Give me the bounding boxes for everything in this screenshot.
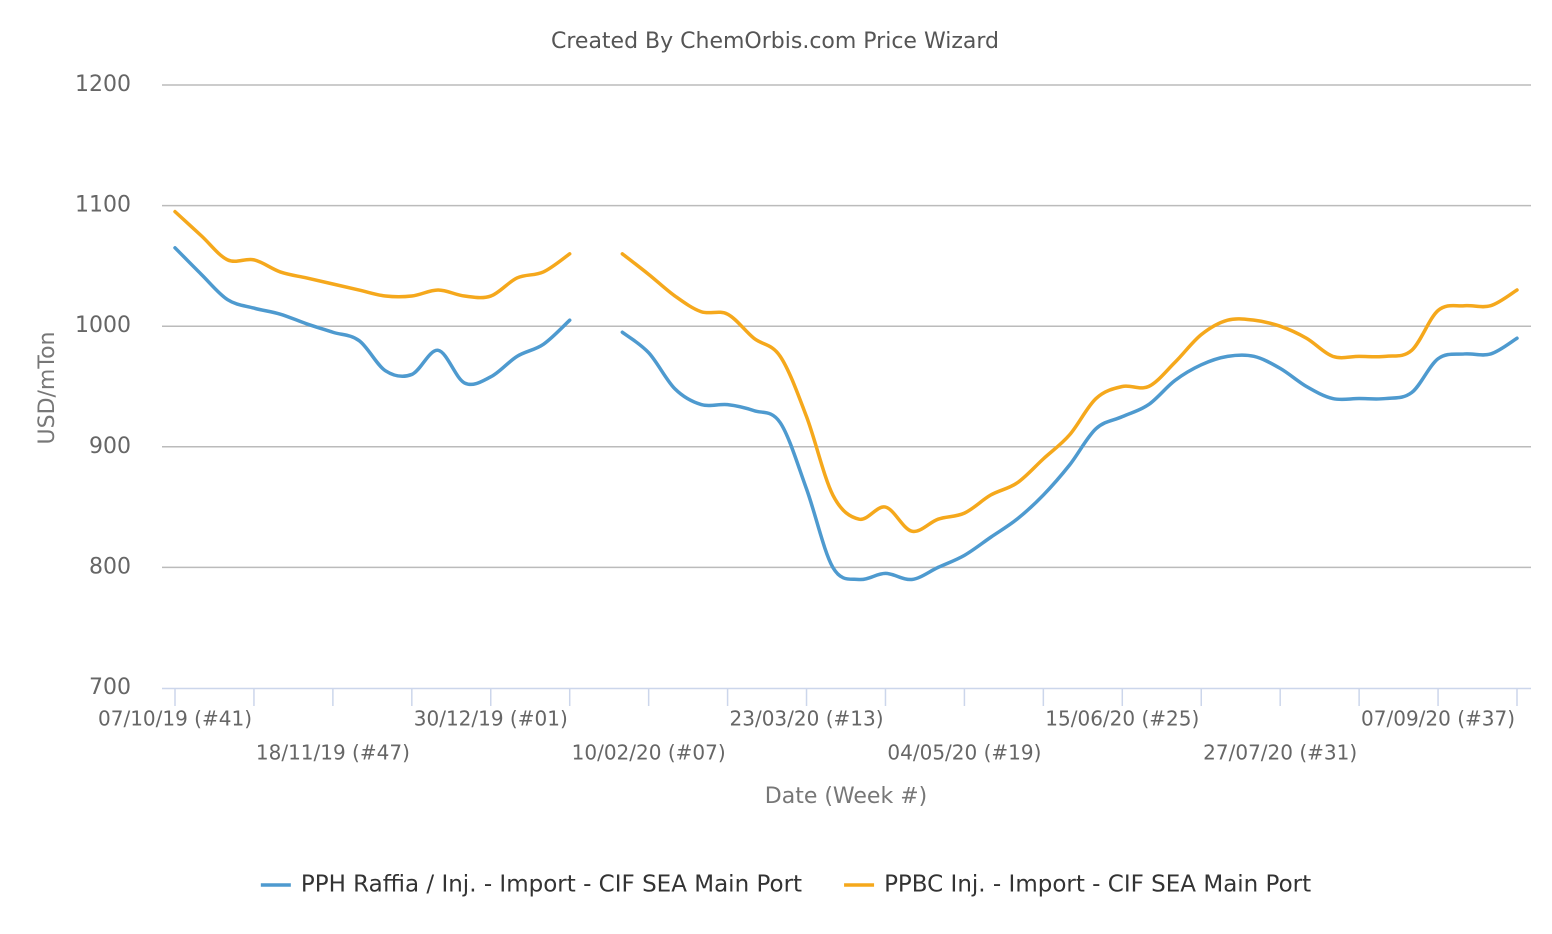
series-line [173, 209, 1519, 534]
y-tick-label: 1200 [75, 72, 131, 97]
x-tick-label: 10/02/20 (#07) [572, 741, 726, 765]
x-tick-label: 07/09/20 (#37) [1361, 707, 1515, 731]
legend-label: PPH Raffia / Inj. - Import - CIF SEA Mai… [301, 872, 802, 898]
x-tick-label: 27/07/20 (#31) [1203, 741, 1357, 765]
x-tick-label: 18/11/19 (#47) [256, 741, 410, 765]
x-axis-title: Date (Week #) [765, 784, 927, 809]
x-tick-label: 07/10/19 (#41) [98, 707, 252, 731]
y-axis-title: USD/mTon [35, 332, 60, 445]
y-tick-label: 1000 [75, 313, 131, 338]
y-tick-label: 800 [89, 554, 131, 579]
legend-label: PPBC Inj. - Import - CIF SEA Main Port [884, 872, 1311, 898]
y-tick-label: 700 [89, 675, 131, 700]
legend: PPH Raffia / Inj. - Import - CIF SEA Mai… [260, 872, 1311, 898]
y-tick-label: 1100 [75, 193, 131, 218]
x-tick-label: 30/12/19 (#01) [414, 707, 568, 731]
x-tick-label: 04/05/20 (#19) [887, 741, 1041, 765]
x-tick-label: 23/03/20 (#13) [730, 707, 884, 731]
x-tick-label: 15/06/20 (#25) [1045, 707, 1199, 731]
y-tick-label: 900 [89, 434, 131, 459]
series-line [173, 246, 1519, 582]
chart-title: Created By ChemOrbis.com Price Wizard [551, 29, 999, 54]
